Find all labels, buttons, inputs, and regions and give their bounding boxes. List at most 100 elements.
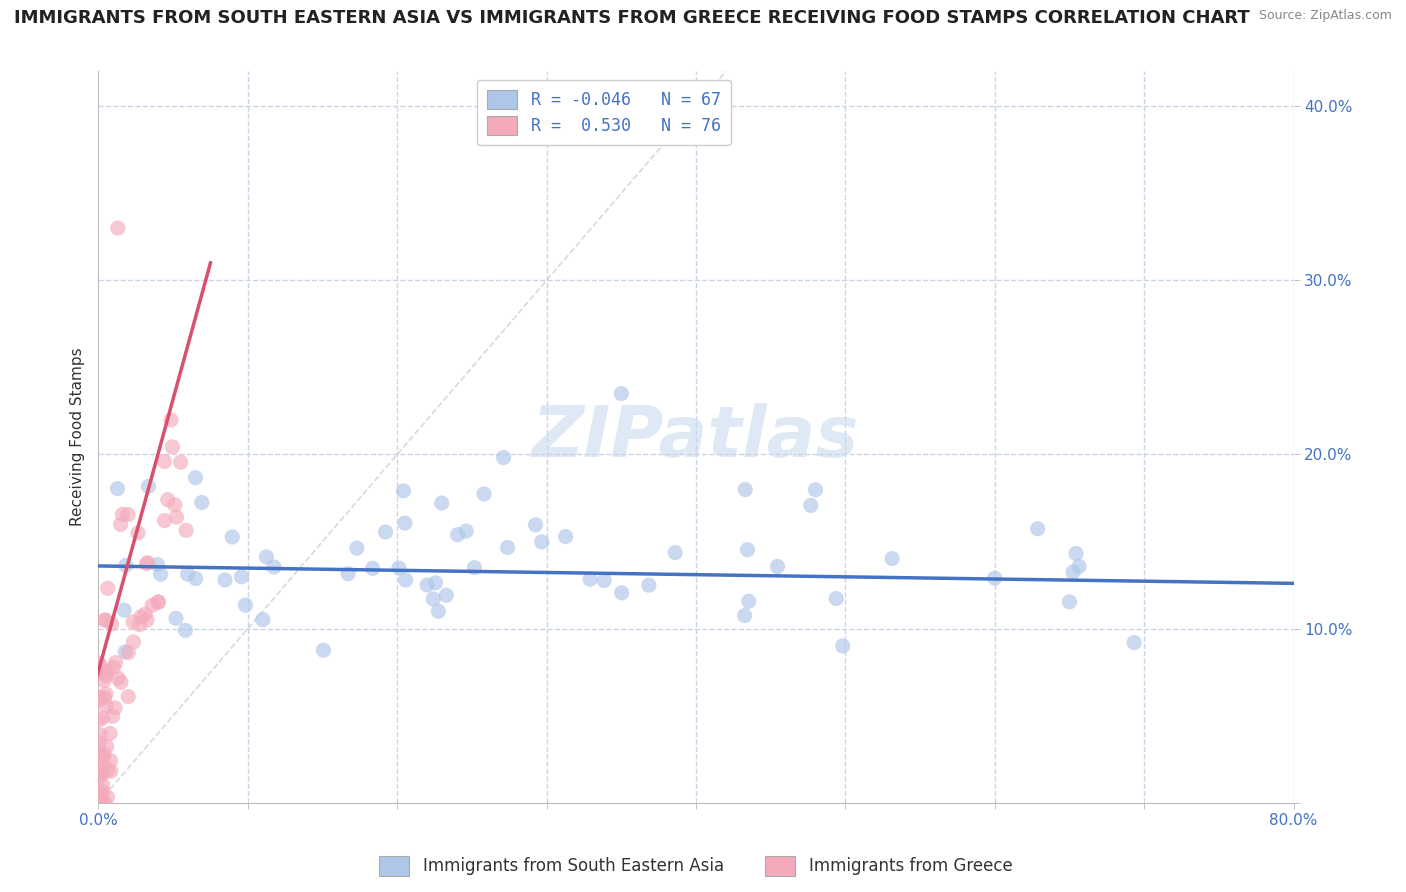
Point — [111, 508, 134, 522]
Point — [456, 524, 478, 538]
Point — [524, 517, 547, 532]
Point — [148, 595, 170, 609]
Point — [235, 598, 257, 612]
Point — [337, 566, 360, 581]
Point — [87, 656, 110, 670]
Point — [214, 573, 236, 587]
Point — [117, 646, 139, 660]
Point — [463, 560, 485, 574]
Point — [146, 558, 169, 572]
Point — [94, 614, 117, 628]
Point — [115, 558, 138, 573]
Point — [135, 557, 157, 571]
Point — [117, 508, 139, 522]
Point — [89, 728, 111, 742]
Point — [114, 645, 136, 659]
Point — [91, 784, 114, 798]
Point — [87, 796, 110, 810]
Point — [221, 530, 243, 544]
Text: Source: ZipAtlas.com: Source: ZipAtlas.com — [1258, 9, 1392, 22]
Point — [94, 698, 117, 713]
Point — [804, 483, 827, 497]
Point — [174, 624, 197, 638]
Point — [89, 785, 111, 799]
Point — [312, 643, 335, 657]
Point — [117, 690, 139, 704]
Point — [425, 575, 447, 590]
Point — [89, 693, 111, 707]
Y-axis label: Receiving Food Stamps: Receiving Food Stamps — [69, 348, 84, 526]
Point — [110, 517, 132, 532]
Point — [737, 542, 759, 557]
Point — [93, 690, 115, 705]
Point — [446, 527, 468, 541]
Point — [163, 498, 186, 512]
Point — [394, 516, 416, 530]
Point — [104, 656, 127, 670]
Point — [128, 617, 150, 632]
Point — [94, 613, 117, 627]
Point — [87, 735, 110, 749]
Point — [103, 660, 125, 674]
Point — [107, 671, 129, 685]
Point — [112, 603, 135, 617]
Point — [800, 499, 823, 513]
Point — [153, 514, 176, 528]
Point — [184, 471, 207, 485]
Point — [96, 790, 118, 805]
Point — [880, 551, 903, 566]
Point — [122, 615, 145, 629]
Point — [492, 450, 515, 465]
Point — [254, 549, 277, 564]
Point — [107, 221, 129, 235]
Point — [100, 764, 122, 779]
Point — [1067, 559, 1090, 574]
Point — [496, 541, 519, 555]
Point — [734, 608, 756, 623]
Point — [734, 483, 756, 497]
Point — [90, 794, 112, 808]
Point — [149, 567, 172, 582]
Point — [166, 510, 188, 524]
Point — [392, 483, 415, 498]
Point — [637, 578, 659, 592]
Point — [388, 561, 411, 575]
Point — [174, 524, 197, 538]
Point — [134, 607, 156, 622]
Point — [416, 578, 439, 592]
Point — [162, 440, 184, 454]
Point — [100, 616, 122, 631]
Point — [91, 767, 114, 781]
Point — [191, 495, 214, 509]
Point — [90, 796, 112, 810]
Point — [610, 586, 633, 600]
Point — [110, 675, 132, 690]
Point — [141, 599, 163, 613]
Point — [91, 711, 114, 725]
Point — [472, 487, 495, 501]
Point — [1062, 565, 1084, 579]
Point — [361, 561, 384, 575]
Point — [93, 747, 115, 762]
Point — [434, 588, 457, 602]
Point — [263, 560, 285, 574]
Point — [104, 701, 127, 715]
Point — [90, 794, 112, 808]
Point — [1026, 522, 1049, 536]
Point — [231, 570, 253, 584]
Point — [96, 665, 118, 679]
Point — [395, 573, 418, 587]
Point — [184, 572, 207, 586]
Point — [136, 613, 159, 627]
Point — [89, 796, 111, 810]
Point — [664, 546, 686, 560]
Point — [374, 524, 396, 539]
Point — [93, 796, 115, 810]
Point — [89, 763, 111, 777]
Point — [101, 709, 124, 723]
Point — [165, 611, 187, 625]
Point — [530, 534, 553, 549]
Point — [90, 659, 112, 673]
Point — [97, 764, 120, 778]
Point — [1064, 547, 1087, 561]
